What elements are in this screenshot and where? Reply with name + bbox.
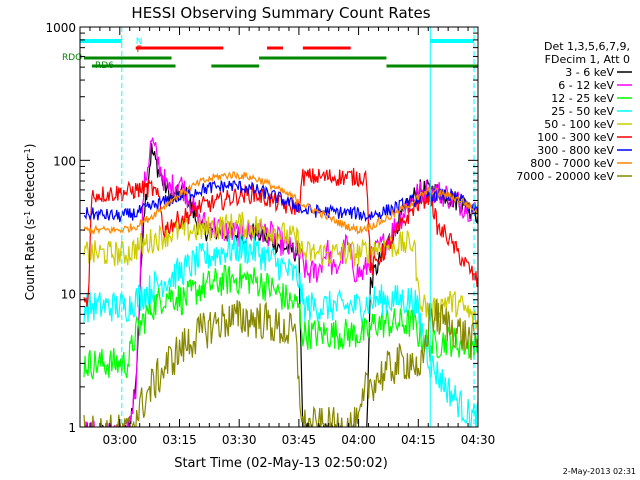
series-line-2 [83, 263, 478, 381]
series-line-3 [83, 233, 478, 427]
flag-label-rd6: RD6 [95, 61, 114, 71]
y-axis-label-sup2: -1 [23, 148, 32, 156]
y-axis-label-main: Count Rate (s [23, 219, 37, 301]
axes: 03:00 03:15 03:30 03:45 04:00 04:15 04:30 1 10 10… [45, 21, 495, 447]
x-tick-label-0: 03:00 [103, 433, 138, 447]
x-tick-label-4: 04:00 [341, 433, 376, 447]
series-group [83, 137, 478, 427]
chart-title: HESSI Observing Summary Count Rates [131, 4, 430, 22]
y-axis-label-mid: detector [23, 156, 37, 211]
y-tick-label-1: 10 [61, 288, 76, 302]
legend-label-7: 800 - 7000 keV [530, 157, 614, 170]
x-axis-label: Start Time (02-May-13 02:50:02) [174, 456, 388, 471]
legend-label-1: 6 - 12 keV [558, 79, 614, 92]
y-tick-label-2: 100 [53, 154, 76, 168]
legend-label-6: 300 - 800 keV [537, 144, 614, 157]
y-axis-label-end: ) [23, 144, 37, 149]
flag-label-rdo: RDO [62, 53, 82, 63]
flag-label-n: N [136, 37, 143, 47]
flag-label-f: F [137, 45, 142, 55]
x-tick-label-3: 03:45 [282, 433, 317, 447]
series-line-6 [83, 180, 478, 223]
data-quality-flags: NF RDO RD6 [62, 27, 478, 427]
x-tick-label-1: 03:15 [162, 433, 197, 447]
series-line-8 [83, 299, 478, 427]
series-line-4 [83, 211, 478, 330]
x-tick-label-5: 04:15 [401, 433, 436, 447]
legend-header-1: FDecim 1, Att 0 [545, 53, 630, 66]
x-tick-label-6: 04:30 [461, 433, 496, 447]
plot-area [83, 137, 478, 427]
series-line-1 [84, 137, 478, 427]
y-axis-label: Count Rate (s-1 detector-1) [23, 144, 37, 301]
legend-label-0: 3 - 6 keV [565, 66, 614, 79]
legend: Det 1,3,5,6,7,9,FDecim 1, Att 03 - 6 keV… [516, 40, 632, 183]
legend-header-0: Det 1,3,5,6,7,9, [544, 40, 630, 53]
legend-label-2: 12 - 25 keV [551, 92, 614, 105]
footer-date: 2-May-2013 02:31 [563, 467, 636, 476]
legend-label-5: 100 - 300 keV [537, 131, 614, 144]
legend-label-3: 25 - 50 keV [551, 105, 614, 118]
legend-label-4: 50 - 100 keV [544, 118, 614, 131]
y-axis-label-sup1: -1 [23, 211, 32, 219]
x-tick-label-2: 03:30 [222, 433, 257, 447]
legend-label-8: 7000 - 20000 keV [516, 170, 614, 183]
y-tick-label-0: 1 [68, 421, 76, 435]
series-line-7 [83, 170, 478, 236]
y-tick-label-3: 1000 [45, 21, 76, 35]
